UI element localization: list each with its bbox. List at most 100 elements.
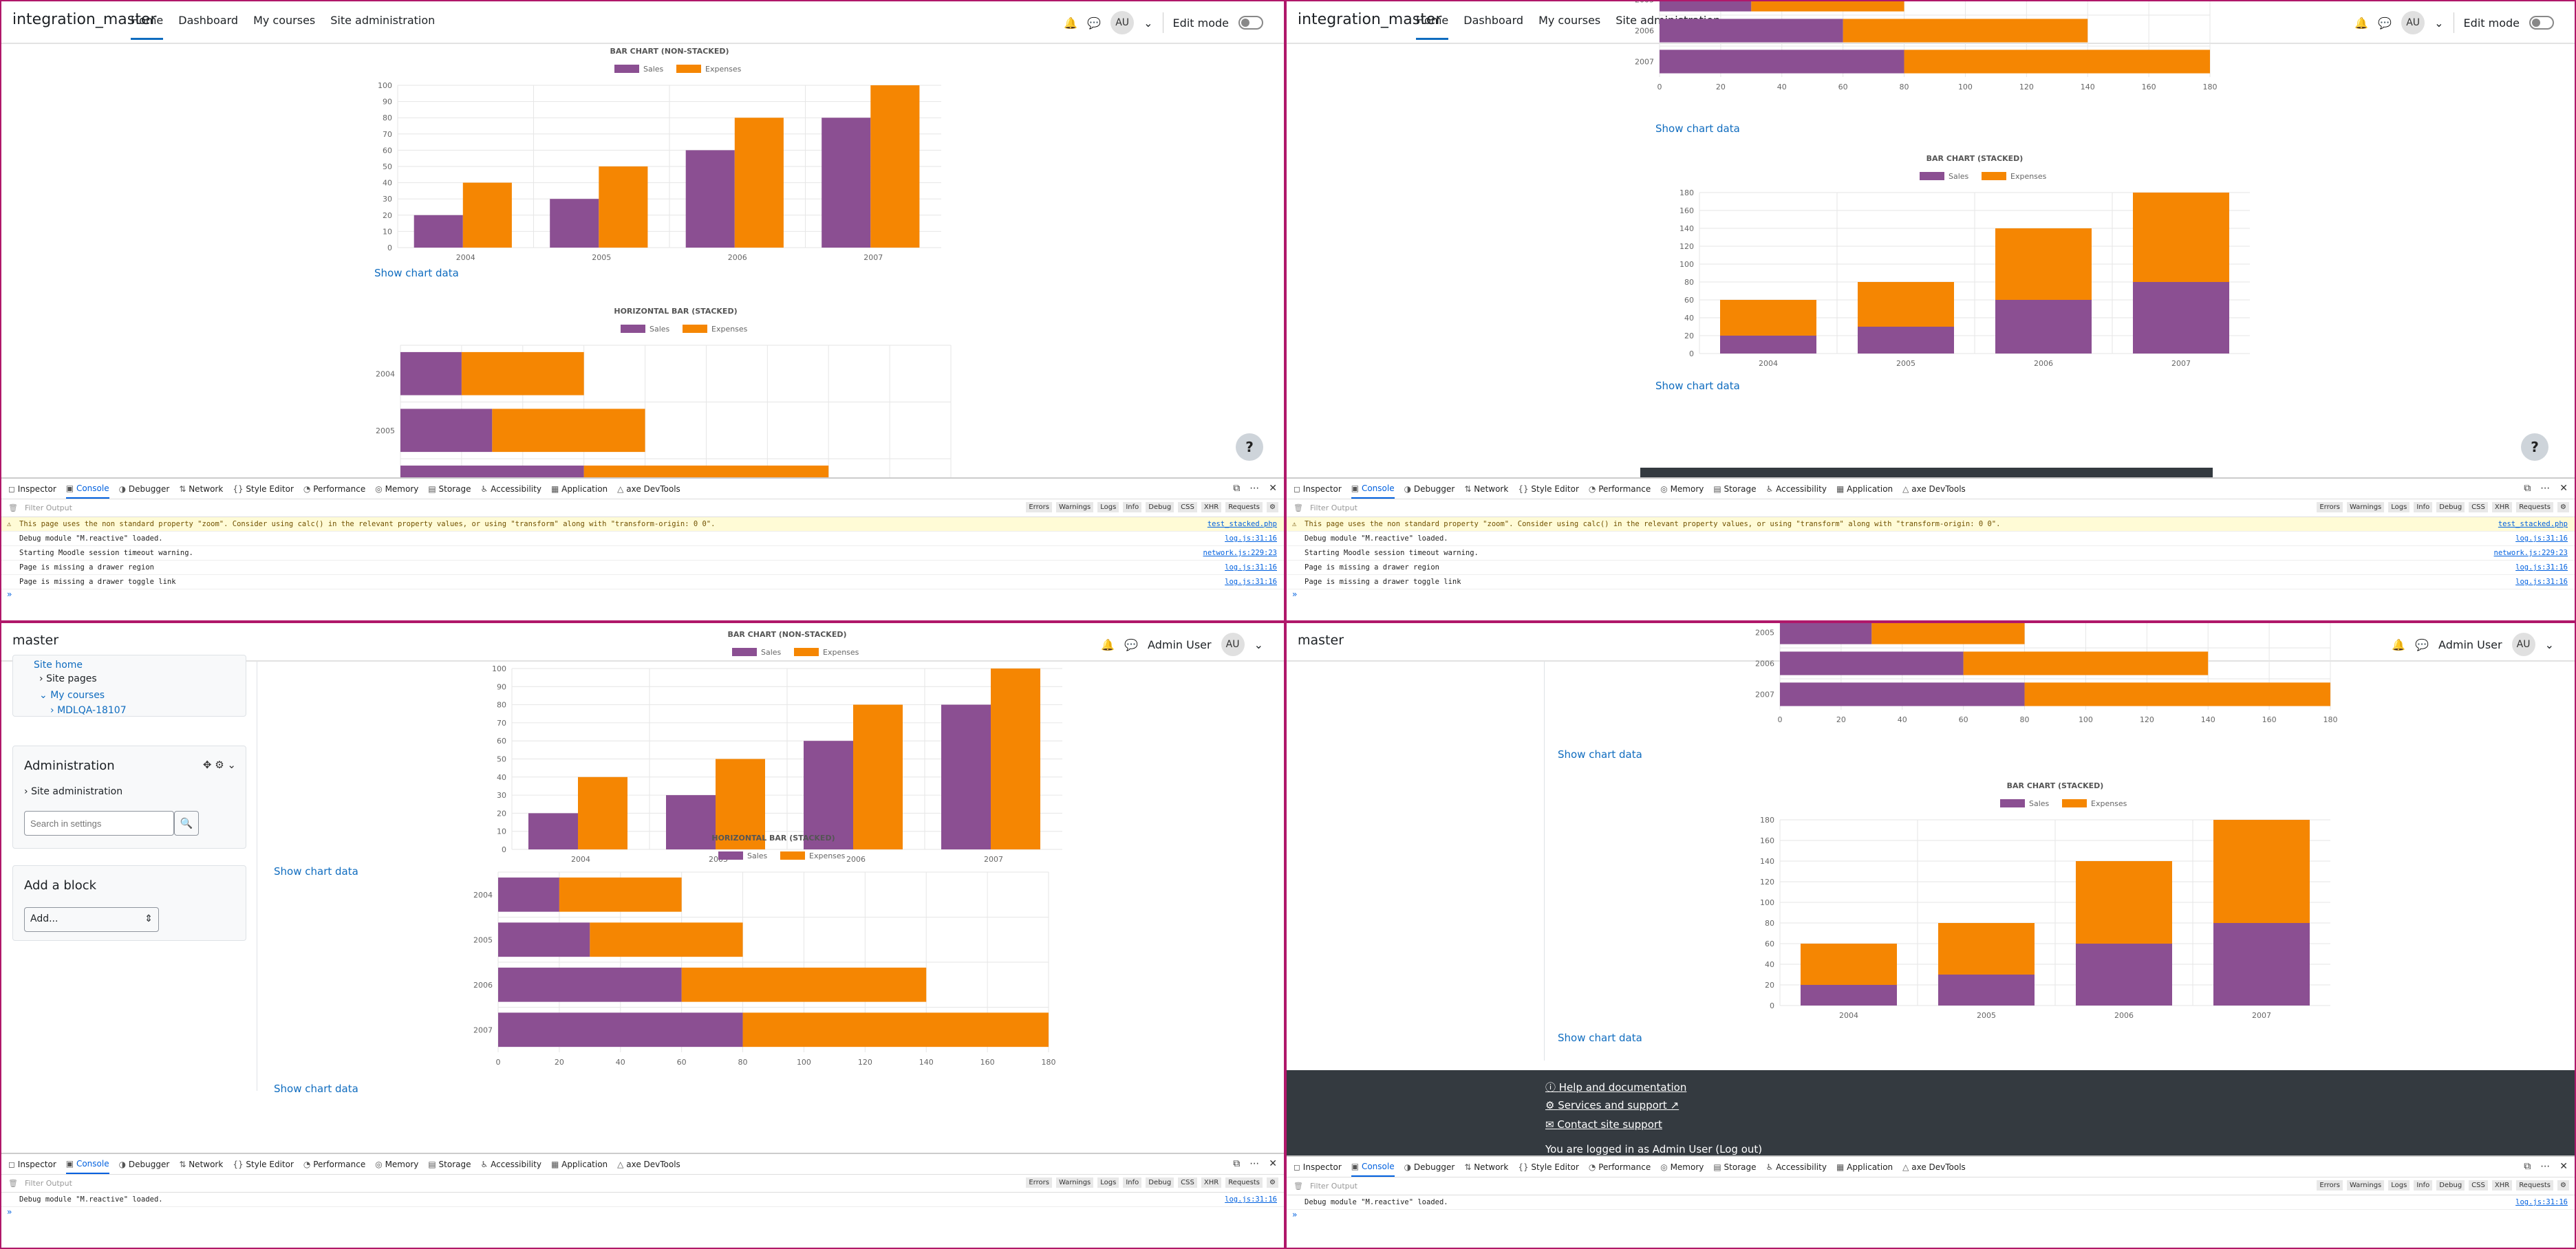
devtools-tab-console[interactable]: ▣ Console	[1351, 1158, 1395, 1177]
devtools-tab-axe-devtools[interactable]: △ axe DevTools	[617, 484, 680, 494]
filter-xhr[interactable]: XHR	[2491, 1180, 2513, 1191]
site-name[interactable]: master	[12, 633, 59, 648]
close-icon[interactable]: ✕	[1269, 483, 1277, 494]
show-chart-data-link[interactable]: Show chart data	[1655, 380, 1740, 392]
edit-mode-toggle[interactable]	[1238, 16, 1263, 30]
devtools-tab-application[interactable]: ▦ Application	[550, 1159, 608, 1169]
console-message-source[interactable]: log.js:31:16	[1225, 1195, 1277, 1204]
filter-info[interactable]: Info	[2414, 1180, 2433, 1191]
show-chart-data-link[interactable]: Show chart data	[1655, 122, 1740, 135]
dock-icon[interactable]: ⧉	[1233, 1158, 1241, 1169]
devtools-tab-performance[interactable]: ◔ Performance	[1588, 484, 1651, 494]
console-message-source[interactable]: log.js:31:16	[1225, 534, 1277, 543]
devtools-tab-inspector[interactable]: ◻ Inspector	[8, 1159, 56, 1169]
filter-warnings[interactable]: Warnings	[2346, 502, 2385, 512]
more-icon[interactable]: ⋯	[2540, 483, 2551, 494]
nav-dashboard[interactable]: Dashboard	[1463, 14, 1524, 27]
devtools-tab-performance[interactable]: ◔ Performance	[1588, 1162, 1651, 1172]
trash-icon[interactable]: 🗑	[8, 503, 18, 512]
filter-errors[interactable]: Errors	[2317, 1180, 2343, 1191]
console-input[interactable]: »	[7, 589, 12, 599]
console-message-source[interactable]: log.js:31:16	[2515, 534, 2568, 543]
filter-logs[interactable]: Logs	[1097, 502, 1119, 512]
search-settings-input[interactable]	[24, 811, 174, 836]
filter-debug[interactable]: Debug	[2436, 502, 2465, 512]
devtools-tab-accessibility[interactable]: ♿ Accessibility	[480, 1159, 541, 1169]
site-home-link[interactable]: Site home	[34, 660, 83, 671]
nav-my-courses[interactable]: My courses	[253, 14, 316, 27]
devtools-tab-inspector[interactable]: ◻ Inspector	[1294, 1162, 1342, 1172]
filter-logs[interactable]: Logs	[2388, 502, 2410, 512]
more-icon[interactable]: ⋯	[2540, 1161, 2551, 1172]
devtools-tab-debugger[interactable]: ◑ Debugger	[1404, 484, 1455, 494]
filter-input[interactable]: Filter Output	[24, 503, 72, 512]
filter-xhr[interactable]: XHR	[1201, 502, 1222, 512]
close-icon[interactable]: ✕	[2559, 1161, 2568, 1172]
devtools-tab-memory[interactable]: ◎ Memory	[375, 1159, 419, 1169]
filter-input[interactable]: Filter Output	[1309, 503, 1357, 512]
filter-debug[interactable]: Debug	[1146, 502, 1174, 512]
nav-home[interactable]: Home	[131, 14, 164, 40]
gear-icon[interactable]: ⚙	[1267, 1177, 1278, 1188]
devtools-tab-network[interactable]: ⇅ Network	[1464, 1162, 1509, 1172]
filter-debug[interactable]: Debug	[1146, 1177, 1174, 1188]
devtools-tab-memory[interactable]: ◎ Memory	[375, 484, 419, 494]
more-icon[interactable]: ⋯	[1249, 483, 1260, 494]
bell-icon[interactable]: 🔔	[1064, 16, 1078, 30]
console-input[interactable]: »	[1292, 589, 1298, 599]
show-chart-data-link[interactable]: Show chart data	[1558, 748, 1642, 761]
console-message-source[interactable]: log.js:31:16	[2515, 563, 2568, 572]
filter-requests[interactable]: Requests	[1225, 502, 1263, 512]
course-item[interactable]: › MDLQA-18107	[50, 705, 127, 716]
nav-my-courses[interactable]: My courses	[1538, 14, 1601, 27]
console-message-source[interactable]: log.js:31:16	[1225, 578, 1277, 586]
site-name[interactable]: integration_master	[1298, 11, 1442, 28]
edit-mode-toggle[interactable]	[2529, 16, 2554, 30]
devtools-tab-storage[interactable]: ▤ Storage	[1713, 1162, 1757, 1172]
filter-input[interactable]: Filter Output	[1309, 1182, 1357, 1191]
filter-css[interactable]: CSS	[2469, 502, 2488, 512]
devtools-tab-console[interactable]: ▣ Console	[1351, 479, 1395, 499]
devtools-tab-inspector[interactable]: ◻ Inspector	[1294, 484, 1342, 494]
dock-icon[interactable]: ⧉	[2524, 483, 2531, 494]
devtools-tab-debugger[interactable]: ◑ Debugger	[118, 1159, 170, 1169]
trash-icon[interactable]: 🗑	[1294, 1182, 1303, 1191]
chat-icon[interactable]: 💬	[1087, 16, 1102, 30]
filter-css[interactable]: CSS	[1178, 1177, 1197, 1188]
filter-errors[interactable]: Errors	[1026, 502, 1052, 512]
filter-info[interactable]: Info	[1123, 1177, 1142, 1188]
devtools-tab-storage[interactable]: ▤ Storage	[428, 484, 471, 494]
devtools-tab-debugger[interactable]: ◑ Debugger	[118, 484, 170, 494]
search-icon[interactable]: 🔍	[174, 811, 199, 836]
filter-logs[interactable]: Logs	[1097, 1177, 1119, 1188]
filter-css[interactable]: CSS	[1178, 502, 1197, 512]
bell-icon[interactable]: 🔔	[2354, 16, 2369, 30]
site-administration-item[interactable]: › Site administration	[24, 786, 123, 797]
filter-requests[interactable]: Requests	[2516, 502, 2554, 512]
chevron-down-icon[interactable]: ⌄	[2544, 638, 2554, 651]
chevron-down-icon[interactable]: ⌄	[1254, 638, 1263, 651]
filter-debug[interactable]: Debug	[2436, 1180, 2465, 1191]
devtools-tab-performance[interactable]: ◔ Performance	[303, 484, 366, 494]
filter-warnings[interactable]: Warnings	[1055, 1177, 1094, 1188]
devtools-tab-style-editor[interactable]: {} Style Editor	[1518, 484, 1579, 494]
console-message-source[interactable]: test_stacked.php	[2498, 520, 2568, 528]
filter-logs[interactable]: Logs	[2388, 1180, 2410, 1191]
more-icon[interactable]: ⋯	[1249, 1158, 1260, 1169]
console-message-source[interactable]: log.js:31:16	[2515, 578, 2568, 586]
devtools-tab-style-editor[interactable]: {} Style Editor	[1518, 1162, 1579, 1172]
trash-icon[interactable]: 🗑	[1294, 503, 1303, 512]
avatar[interactable]: AU	[1110, 11, 1135, 34]
user-name[interactable]: Admin User	[1148, 638, 1212, 651]
devtools-tab-axe-devtools[interactable]: △ axe DevTools	[617, 1159, 680, 1169]
console-input[interactable]: »	[7, 1207, 12, 1217]
gear-icon[interactable]: ⚙	[1267, 502, 1278, 512]
dock-icon[interactable]: ⧉	[2524, 1161, 2531, 1172]
chat-icon[interactable]: 💬	[1124, 638, 1139, 651]
bell-icon[interactable]: 🔔	[1101, 638, 1115, 651]
nav-dashboard[interactable]: Dashboard	[178, 14, 239, 27]
devtools-tab-storage[interactable]: ▤ Storage	[1713, 484, 1757, 494]
show-chart-data-link[interactable]: Show chart data	[274, 1083, 358, 1095]
trash-icon[interactable]: 🗑	[8, 1179, 18, 1188]
devtools-tab-accessibility[interactable]: ♿ Accessibility	[1765, 1162, 1827, 1172]
